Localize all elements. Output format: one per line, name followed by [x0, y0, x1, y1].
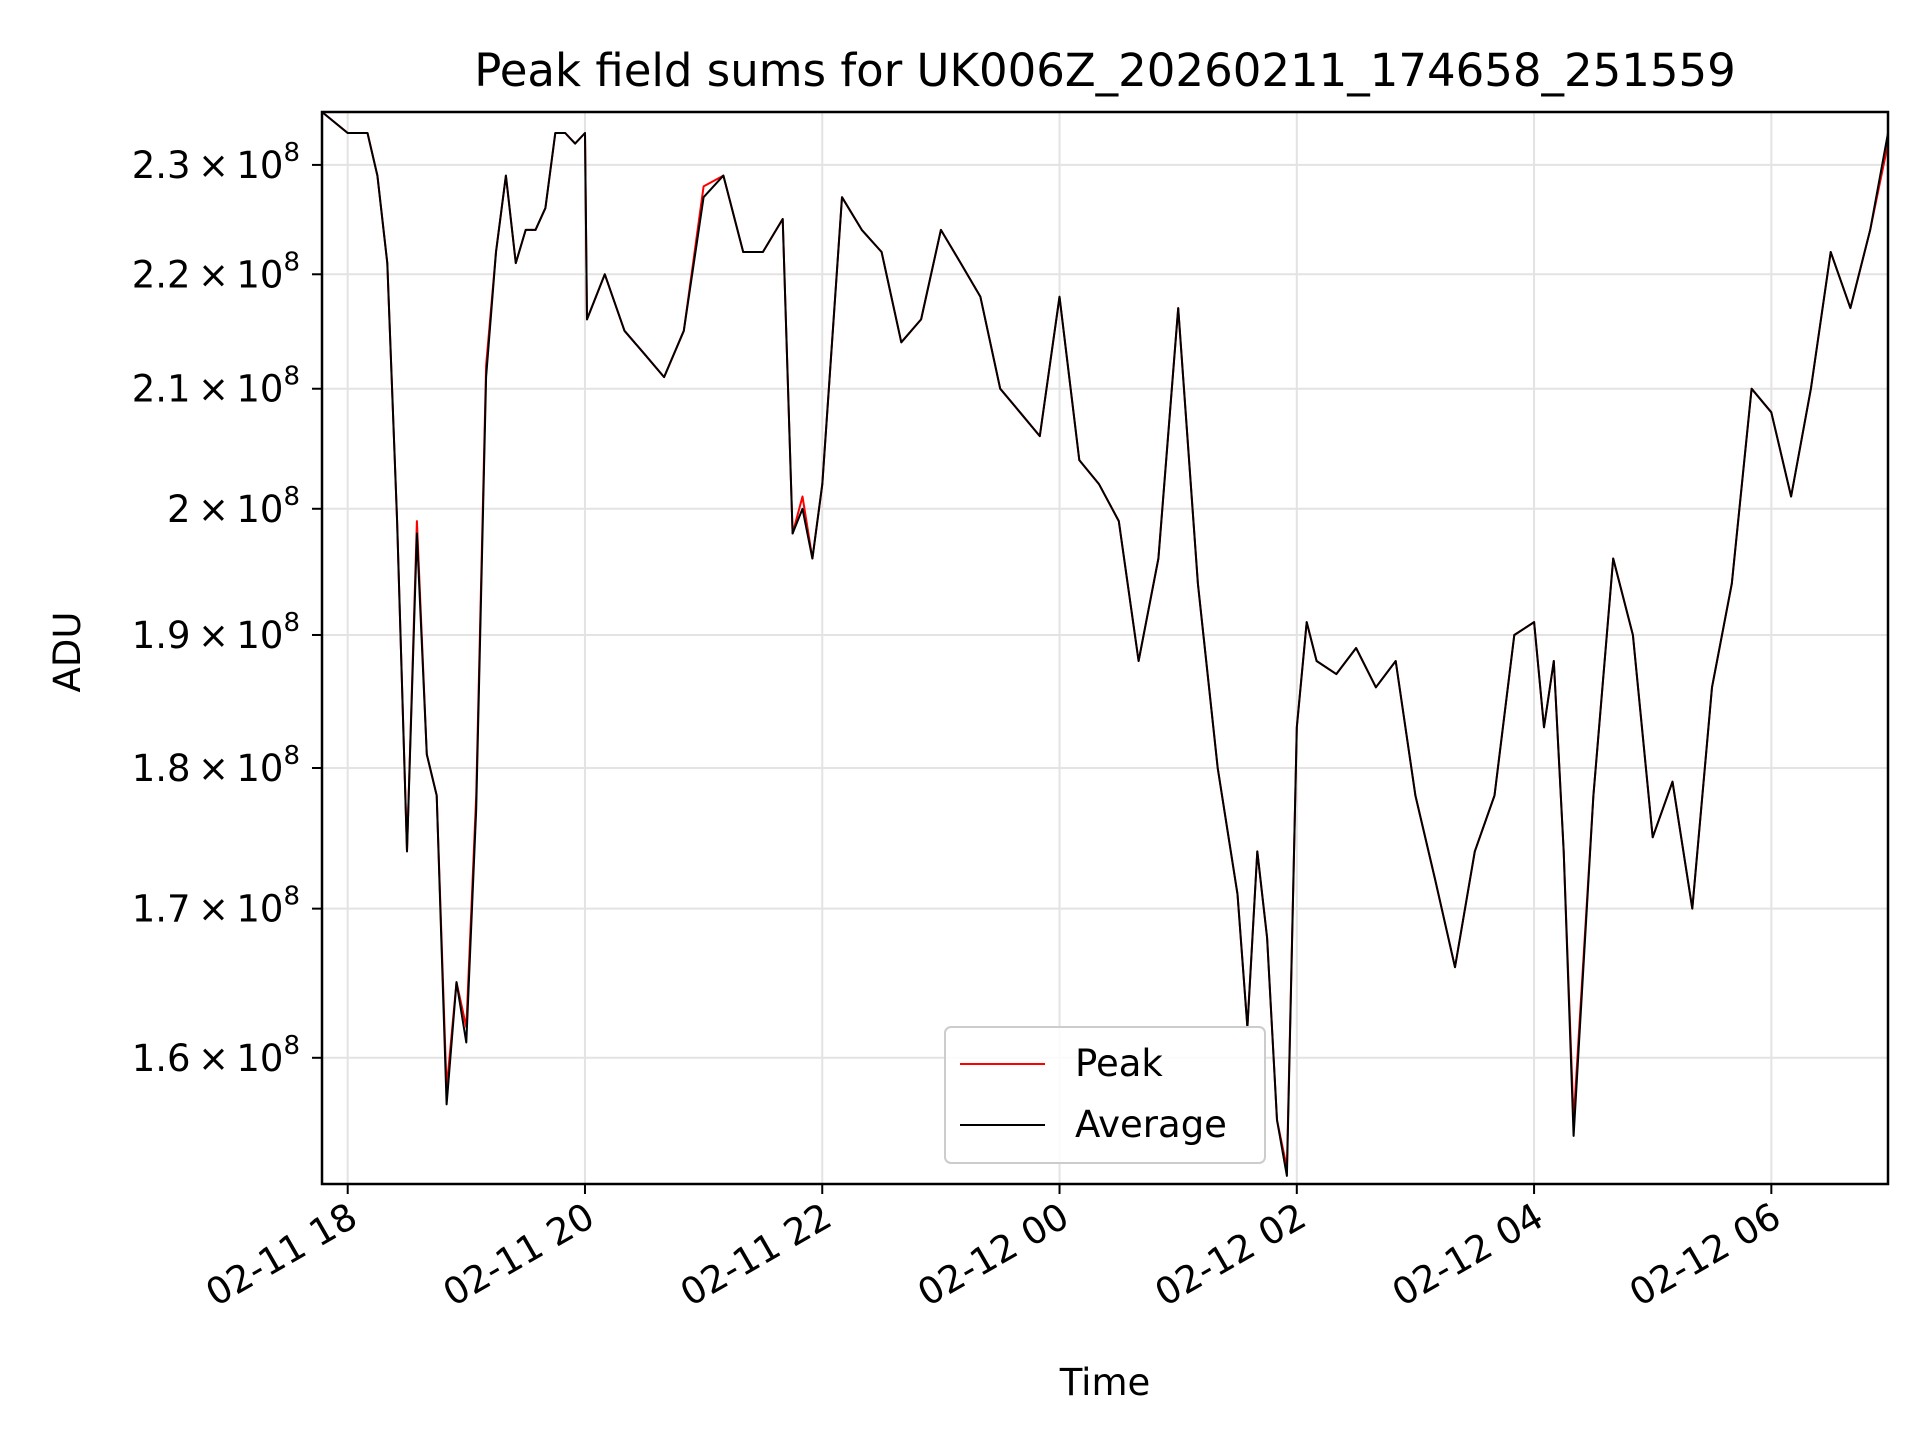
y-tick-mantissa: 1.7 [132, 888, 191, 931]
y-tick-mantissa: 1.9 [132, 614, 191, 657]
legend-average-label: Average [1075, 1103, 1227, 1146]
y-tick-label: 2.1 × 108 [132, 362, 300, 411]
y-tick-times: × 10 [191, 1037, 284, 1080]
y-tick-times: × 10 [191, 488, 284, 531]
y-tick-mantissa: 2 [167, 488, 191, 531]
chart-title: Peak field sums for UK006Z_20260211_1746… [474, 44, 1736, 97]
legend-box [944, 1026, 1266, 1164]
y-tick-exponent: 8 [283, 482, 300, 512]
y-tick-label: 1.9 × 108 [132, 608, 300, 657]
y-axis-label: ADU [46, 612, 89, 693]
y-tick-exponent: 8 [283, 138, 300, 168]
legend-peak-label: Peak [1075, 1042, 1163, 1085]
y-tick-times: × 10 [191, 144, 284, 187]
y-tick-mantissa: 2.2 [132, 253, 191, 296]
y-tick-exponent: 8 [283, 882, 300, 912]
y-tick-mantissa: 2.1 [132, 368, 191, 411]
y-tick-times: × 10 [191, 368, 284, 411]
y-tick-mantissa: 1.6 [132, 1037, 191, 1080]
y-tick-mantissa: 1.8 [132, 747, 191, 790]
grid [322, 112, 1888, 1184]
y-tick-label: 2.3 × 108 [132, 138, 300, 187]
y-tick-times: × 10 [191, 253, 284, 296]
y-tick-exponent: 8 [283, 247, 300, 277]
y-tick-label: 1.8 × 108 [132, 741, 300, 790]
y-tick-times: × 10 [191, 614, 284, 657]
y-tick-exponent: 8 [283, 608, 300, 638]
y-tick-label: 2 × 108 [167, 482, 300, 531]
plot-frame [320, 110, 1890, 1186]
y-tick-times: × 10 [191, 747, 284, 790]
y-tick-exponent: 8 [283, 1031, 300, 1061]
y-tick-label: 2.2 × 108 [132, 247, 300, 296]
y-tick-exponent: 8 [283, 741, 300, 771]
x-axis-label: Time [1059, 1361, 1151, 1404]
series-line-average [322, 112, 1888, 1177]
y-tick-mantissa: 2.3 [132, 144, 191, 187]
y-tick-label: 1.7 × 108 [132, 882, 300, 931]
y-tick-times: × 10 [191, 888, 284, 931]
legend: Peak Average [944, 1026, 1266, 1164]
y-tick-label: 1.6 × 108 [132, 1031, 300, 1080]
y-tick-exponent: 8 [283, 362, 300, 392]
series-layer [322, 112, 1888, 1177]
